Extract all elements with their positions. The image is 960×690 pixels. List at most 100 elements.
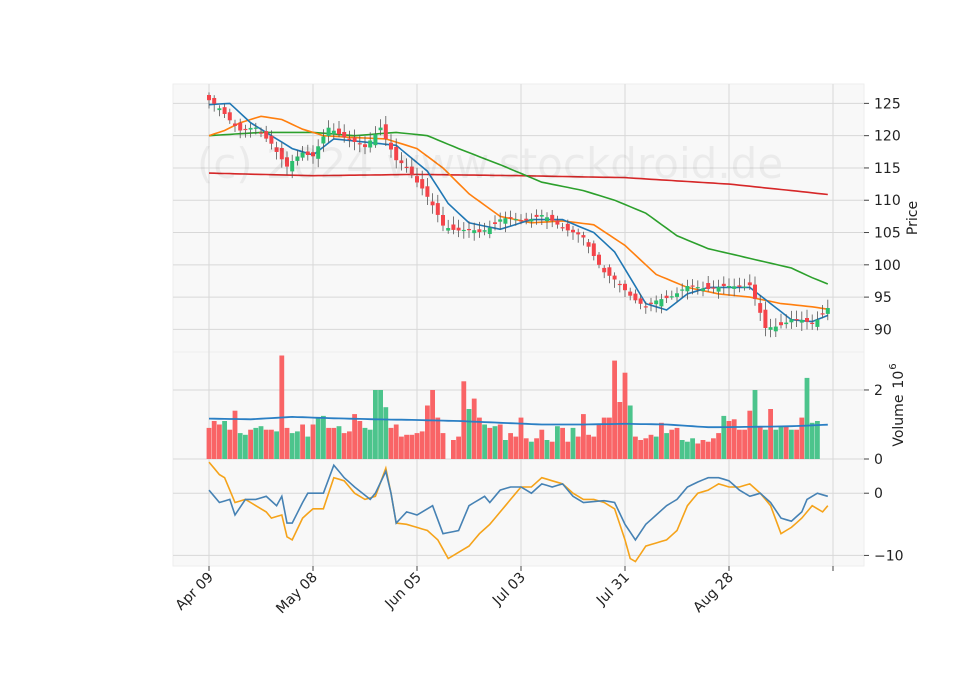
volume-bar — [232, 410, 238, 459]
candle-body — [742, 286, 747, 288]
volume-bar — [544, 440, 550, 459]
candle-body — [498, 219, 503, 222]
volume-bar — [539, 429, 545, 459]
volume-bar — [778, 426, 784, 459]
volume-bar — [679, 440, 685, 459]
candle-body — [269, 135, 274, 144]
candle-body — [467, 229, 471, 231]
candle-body — [409, 166, 414, 176]
candle-body — [305, 151, 310, 155]
candle-body — [311, 152, 315, 157]
candle-body — [571, 229, 575, 233]
volume-bar — [263, 429, 269, 459]
candle-body — [643, 306, 648, 308]
candle-body — [331, 130, 336, 135]
candle-body — [654, 300, 659, 305]
volume-bar — [555, 426, 560, 459]
candle-body — [477, 229, 482, 233]
volume-bar — [269, 429, 274, 459]
volume-bar — [705, 441, 711, 459]
candle-body — [602, 267, 607, 273]
volume-bar — [487, 427, 493, 459]
price-tick-label: 120 — [874, 129, 901, 145]
candlesticks — [207, 92, 830, 338]
volume-bar — [799, 417, 805, 459]
candle-body — [425, 186, 430, 197]
volume-bar — [248, 429, 253, 459]
price-tick-label: 125 — [874, 96, 901, 112]
candle-body — [690, 285, 695, 287]
candle-body — [446, 228, 451, 231]
volume-bar — [638, 440, 643, 459]
candle-body — [316, 146, 321, 159]
volume-bar — [388, 427, 394, 459]
volume-bar — [768, 409, 773, 459]
watermark: (c) 2024 www.stockdroid.de — [197, 139, 783, 188]
candle-body — [378, 127, 383, 131]
candle-body — [649, 302, 653, 304]
candle-body — [794, 319, 799, 321]
candle-body — [238, 122, 243, 131]
volume-bar — [227, 429, 233, 459]
volume-bar — [508, 433, 513, 459]
volume-bar — [726, 421, 732, 459]
candle-body — [799, 319, 804, 323]
volume-bar — [789, 429, 794, 459]
candle-body — [669, 296, 674, 298]
candle-body — [534, 214, 539, 217]
candle-body — [212, 98, 217, 104]
candle-body — [222, 107, 227, 114]
volume-bar — [700, 440, 706, 459]
volume-bar — [565, 441, 571, 459]
candle-body — [768, 327, 773, 330]
price-tick-label: 95 — [874, 290, 892, 306]
oscillator-lines — [208, 461, 829, 563]
volume-bar — [373, 390, 378, 459]
volume-bar — [206, 427, 212, 459]
candle-body — [524, 218, 529, 221]
price-axis-label: Price — [905, 201, 921, 235]
osc-line-oscillator-b — [208, 461, 829, 563]
volume-bar — [653, 436, 659, 459]
volume-bar — [513, 436, 519, 459]
candle-body — [290, 161, 295, 172]
candle-body — [253, 127, 258, 129]
candle-body — [825, 308, 830, 314]
candle-body — [680, 289, 685, 291]
volume-bar — [549, 441, 555, 459]
volume-bar — [399, 436, 404, 459]
volume-bar — [529, 441, 534, 459]
candle-body — [607, 267, 612, 276]
volume-bar — [284, 427, 290, 459]
volume-bar — [315, 417, 321, 459]
price-tick-label: 100 — [874, 258, 901, 274]
volume-bar — [367, 429, 373, 459]
candle-body — [508, 217, 513, 219]
candle-body — [347, 138, 352, 141]
osc-line-oscillator-a — [208, 463, 829, 542]
candle-body — [519, 220, 523, 222]
candle-body — [784, 322, 789, 325]
candle-body — [753, 284, 757, 299]
candle-body — [217, 108, 222, 111]
candle-body — [737, 285, 742, 287]
volume-bar — [321, 415, 326, 459]
volume-bar — [685, 441, 690, 459]
candle-body — [779, 322, 783, 326]
volume-bar — [763, 429, 768, 459]
candle-body — [555, 220, 560, 225]
volume-bar — [419, 431, 425, 459]
volume-bar — [711, 438, 716, 459]
volume-bar — [560, 427, 565, 459]
osc-tick-label: 0 — [874, 486, 883, 502]
volume-bar — [601, 417, 607, 459]
volume-bar — [747, 410, 753, 459]
volume-axis-label-text: Volume — [891, 395, 907, 447]
candle-body — [550, 214, 555, 221]
ma-line-ma200 — [208, 172, 828, 196]
candle-body — [368, 140, 373, 148]
candle-body — [805, 318, 809, 322]
candle-body — [633, 293, 638, 301]
x-tick-label: May 08 — [273, 570, 321, 618]
osc-tick-label: −10 — [874, 548, 904, 564]
